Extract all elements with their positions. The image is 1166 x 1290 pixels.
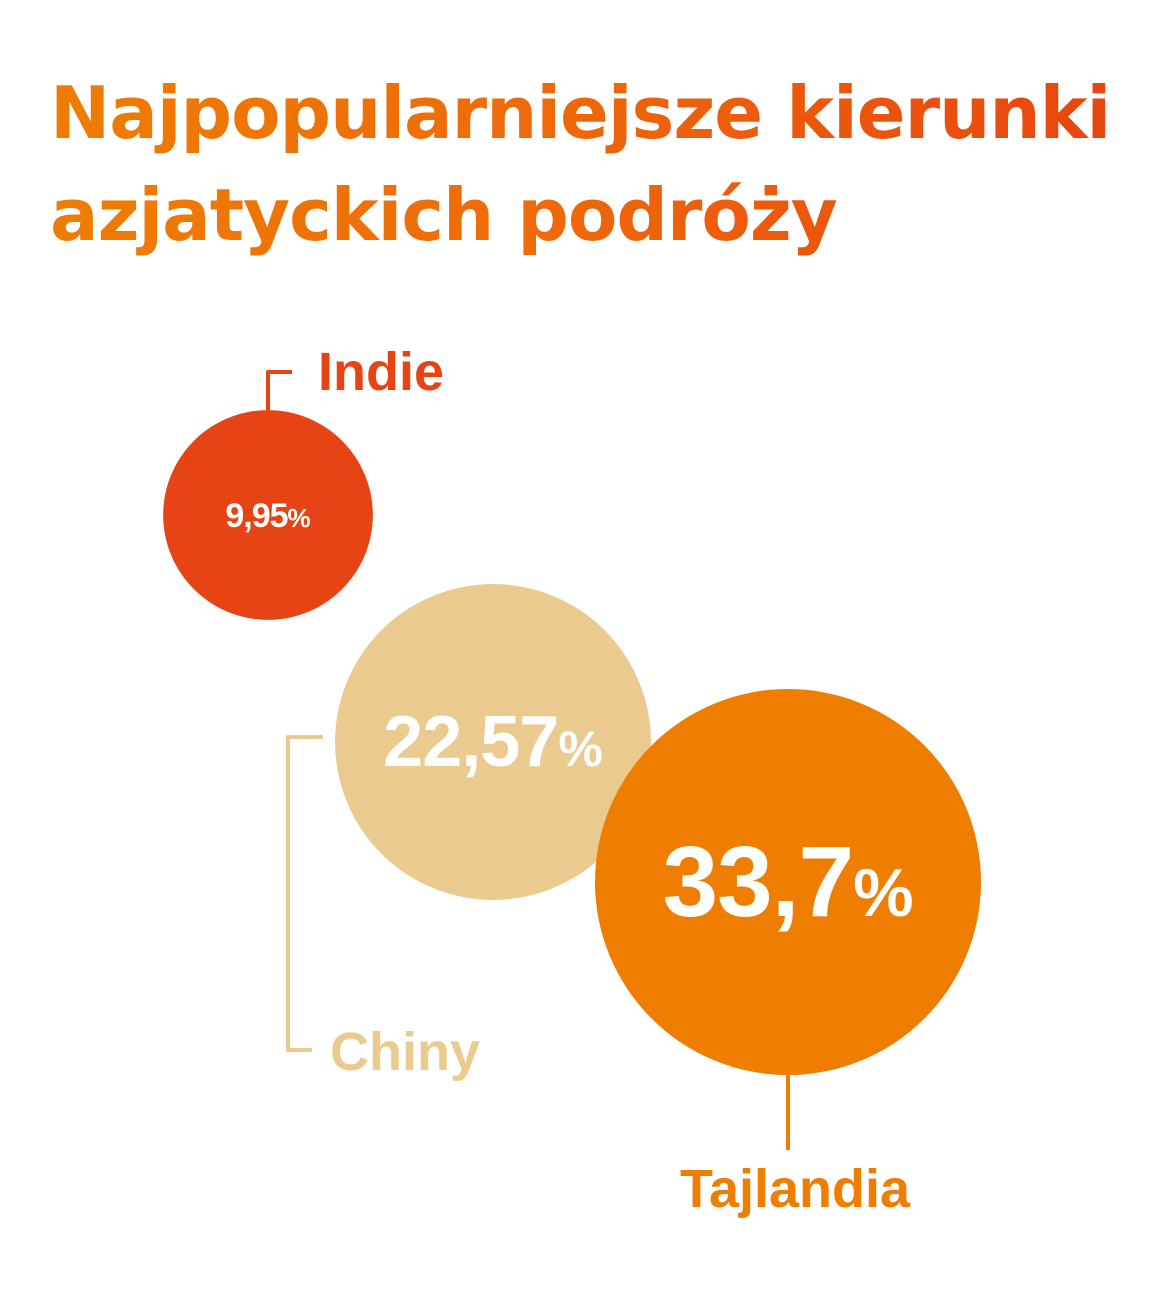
bubble-chiny xyxy=(335,584,651,900)
leader-line-indie xyxy=(266,370,292,432)
bubble-tajlandia xyxy=(595,689,981,1075)
leader-line-chiny xyxy=(286,735,323,1052)
value-label-indie: 9,95% xyxy=(225,497,310,535)
series-label-chiny: Chiny xyxy=(330,1022,480,1082)
value-label-tajlandia: 33,7% xyxy=(662,826,913,938)
series-label-indie: Indie xyxy=(318,342,444,402)
value-label-chiny: 22,57% xyxy=(383,702,603,782)
series-label-tajlandia: Tajlandia xyxy=(680,1159,911,1219)
bubble-indie xyxy=(163,410,373,620)
